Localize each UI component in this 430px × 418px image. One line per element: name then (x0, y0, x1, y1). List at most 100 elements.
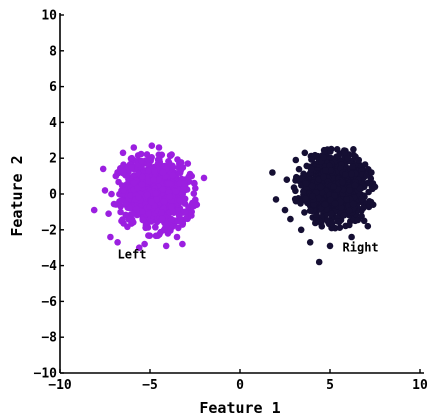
data-point (350, 146, 357, 153)
data-point (90, 206, 98, 214)
data-point (188, 201, 195, 209)
data-point (135, 194, 142, 201)
data-point (174, 156, 181, 163)
data-point (330, 183, 338, 190)
data-point (349, 163, 356, 170)
data-point (300, 188, 307, 195)
data-point (142, 224, 149, 232)
data-point (139, 173, 146, 181)
data-point (135, 244, 143, 251)
data-point (369, 201, 377, 208)
data-point (337, 204, 345, 211)
data-point (308, 182, 316, 190)
data-point (122, 211, 129, 219)
data-point (327, 148, 334, 155)
data-point (162, 242, 170, 250)
data-point (160, 198, 168, 205)
data-point (334, 218, 341, 225)
y-tick-label: 10 (41, 9, 57, 24)
y-axis-title: Feature 2 (8, 155, 26, 236)
data-point (155, 176, 162, 183)
data-point (173, 233, 181, 241)
labels-layer: Left Right (118, 240, 379, 261)
data-point (190, 179, 198, 187)
data-point (152, 224, 159, 231)
x-tick-label: −10 (48, 378, 72, 393)
data-point (126, 204, 133, 212)
data-point (190, 190, 198, 197)
data-point (301, 209, 308, 216)
data-point (302, 180, 310, 187)
data-point (320, 173, 328, 181)
y-tick-label: −10 (34, 367, 58, 382)
data-point (296, 198, 304, 205)
data-point (165, 180, 173, 187)
data-point (117, 208, 124, 216)
data-point (143, 191, 151, 199)
data-point (168, 203, 175, 210)
data-point (159, 169, 167, 176)
data-point (321, 147, 328, 155)
y-tick-label: 0 (49, 188, 57, 203)
data-point (160, 226, 168, 234)
data-point (349, 200, 357, 208)
series-left (90, 142, 208, 251)
data-point (161, 162, 168, 170)
data-point (148, 218, 155, 225)
data-point (326, 191, 333, 199)
x-tick-label: 0 (236, 378, 244, 393)
data-point (163, 221, 171, 228)
data-point (168, 215, 175, 223)
data-point (172, 188, 180, 195)
data-point (340, 186, 347, 194)
data-point (313, 217, 320, 224)
data-point (333, 146, 341, 153)
data-point (112, 172, 120, 180)
data-point (342, 171, 349, 178)
data-point (192, 185, 199, 192)
data-point (169, 171, 177, 179)
data-point (345, 207, 353, 215)
data-point (309, 192, 317, 200)
y-tick-label: −2 (41, 223, 57, 238)
data-point (158, 209, 165, 216)
data-point (168, 151, 175, 158)
data-point (179, 221, 186, 228)
data-point (128, 164, 135, 171)
data-point (348, 170, 355, 178)
data-point (184, 160, 192, 167)
data-point (283, 176, 291, 183)
data-point (138, 181, 146, 188)
data-point (188, 212, 195, 219)
y-tick-label: 6 (49, 80, 57, 95)
data-point (180, 185, 187, 193)
data-point (148, 142, 156, 149)
data-point (269, 169, 276, 176)
data-point (272, 196, 280, 203)
data-point (159, 215, 166, 222)
data-point (326, 242, 334, 250)
data-point (297, 226, 305, 234)
data-point (193, 201, 201, 208)
data-point (311, 151, 319, 159)
data-point (360, 204, 367, 212)
data-point (145, 232, 152, 239)
data-point (148, 198, 155, 206)
data-point (343, 196, 351, 203)
data-point (119, 216, 126, 223)
data-point (368, 169, 375, 176)
data-point (336, 224, 344, 231)
data-point (292, 187, 299, 195)
data-point (152, 189, 160, 197)
data-point (358, 195, 366, 203)
x-axis-title: Feature 1 (199, 399, 280, 417)
data-point (318, 189, 326, 196)
data-point (108, 190, 115, 198)
data-point (127, 155, 135, 162)
data-point (133, 205, 140, 213)
x-tick-label: −5 (142, 378, 158, 393)
x-tick-label: 5 (326, 378, 334, 393)
data-point (153, 196, 160, 203)
y-tick-label: −8 (41, 331, 57, 346)
